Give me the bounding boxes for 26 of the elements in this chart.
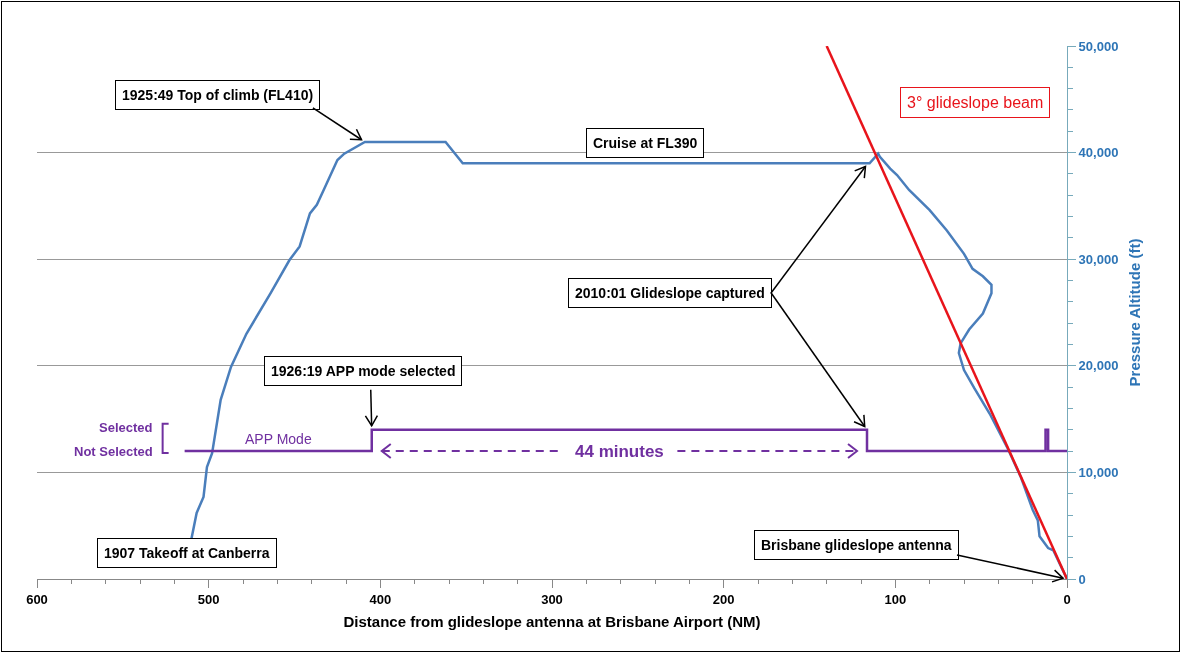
x-tick-label: 200: [712, 591, 735, 607]
y-tick-label: 30,000: [1078, 251, 1119, 267]
annotation: Not Selected: [74, 444, 153, 459]
text: 3° glideslope beam: [907, 94, 1044, 111]
x-tick-label: 500: [197, 591, 220, 607]
x-tick-label: 300: [541, 591, 563, 607]
y-tick-label: 0: [1078, 571, 1086, 587]
series-label: APP Mode: [245, 431, 312, 447]
annotation: 1925:49 Top of climb (FL410): [122, 87, 314, 103]
annotation: 44 minutes: [575, 442, 664, 461]
x-tick-label: 0: [1063, 591, 1071, 607]
y-tick-label: 10,000: [1078, 464, 1119, 480]
y-axis-title: Pressure Altitude (ft): [1126, 238, 1144, 387]
x-axis-title: Distance from glideslope antenna at Brisbane Airport (NM): [343, 612, 761, 630]
annotation: Brisbane glideslope antenna: [761, 537, 952, 553]
annotation: 1907 Takeoff at Canberra: [104, 545, 270, 561]
y-tick-label: 20,000: [1078, 358, 1119, 374]
annotation: 1926:19 APP mode selected: [271, 363, 456, 379]
x-tick-label: 400: [369, 591, 392, 607]
x-tick-label: 600: [26, 591, 48, 607]
y-tick-label: 40,000: [1078, 145, 1119, 161]
x-tick-label: 100: [884, 591, 907, 607]
y-tick-label: 50,000: [1078, 38, 1119, 54]
annotation: Cruise at FL390: [593, 135, 698, 151]
annotation: 2010:01 Glideslope captured: [575, 285, 765, 301]
annotation: Selected: [99, 420, 153, 435]
